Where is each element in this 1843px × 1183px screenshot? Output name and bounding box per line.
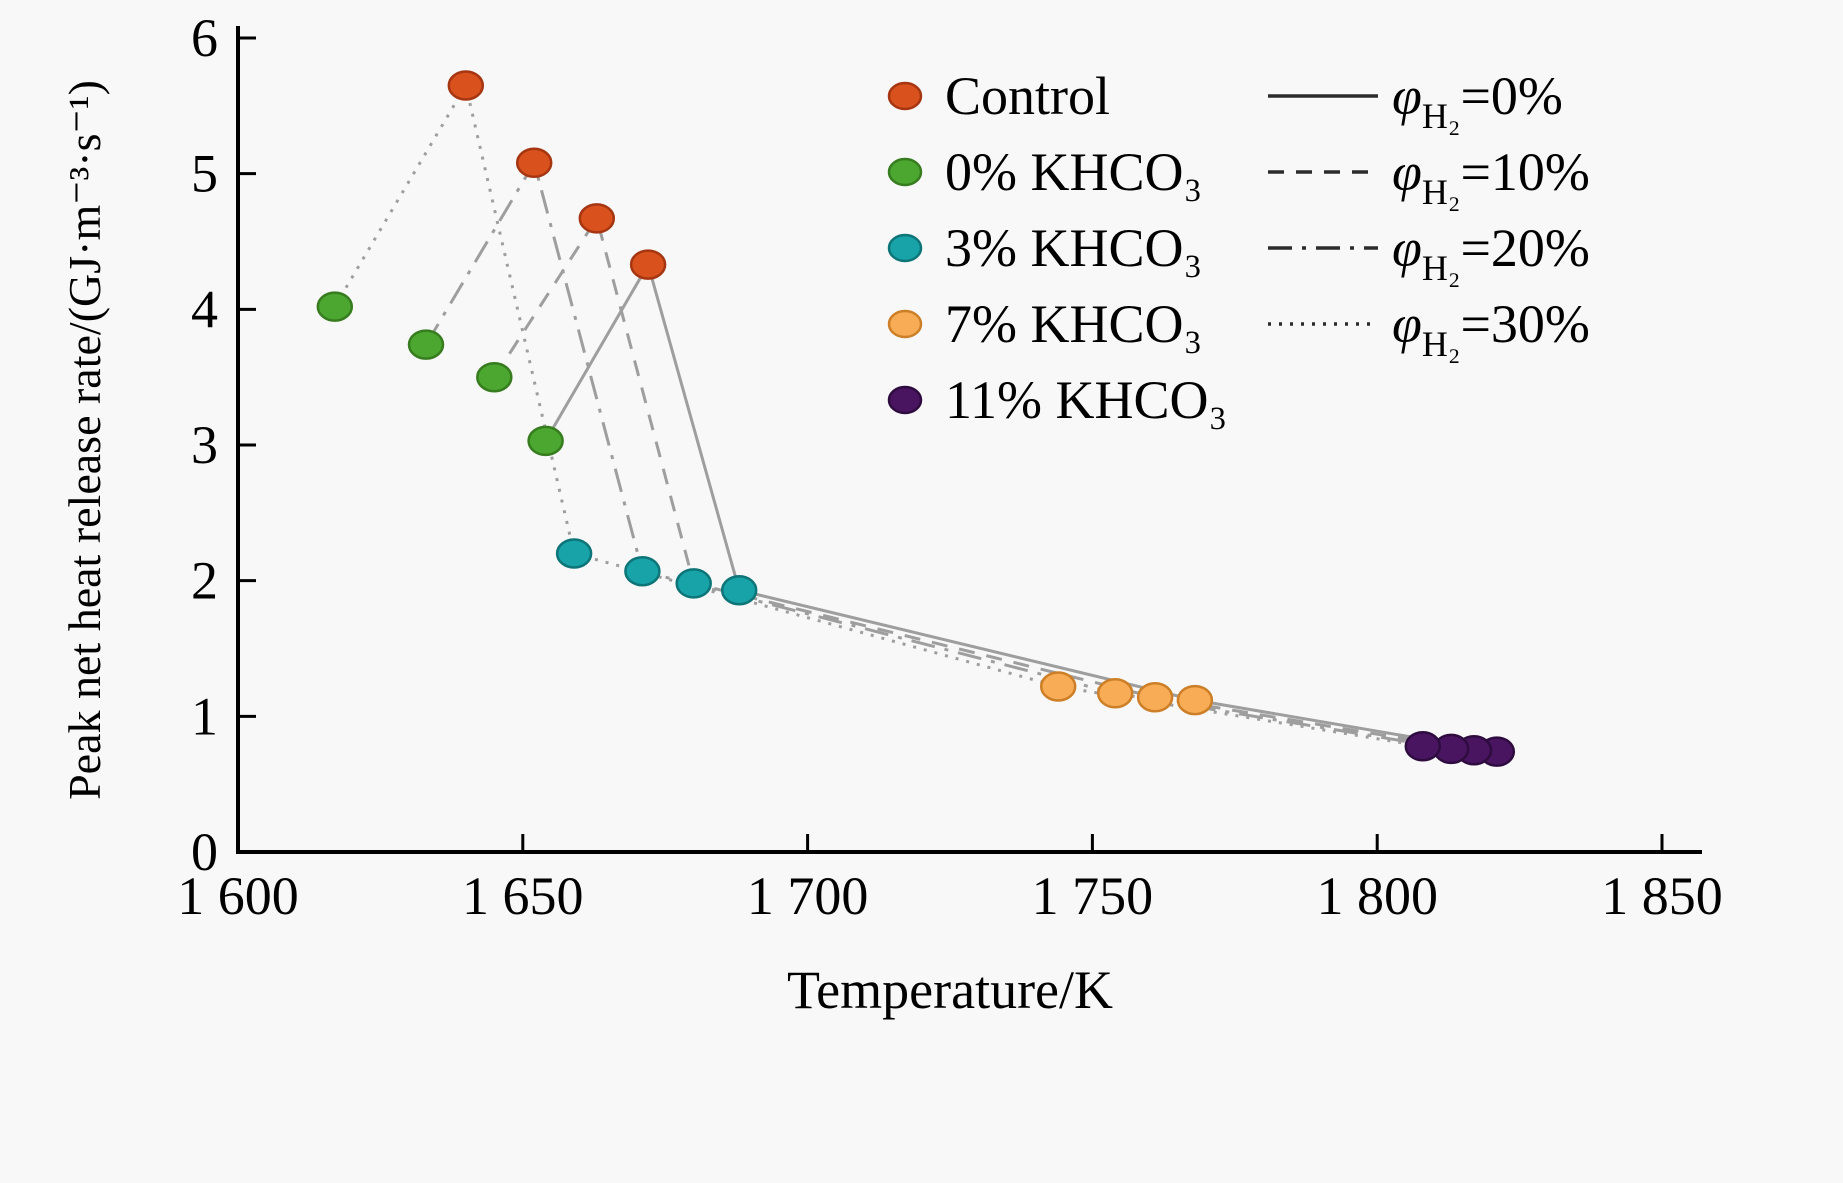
legend-line-label-h2-30: φH₂=30% [1392, 294, 1590, 364]
data-point-khco3-3-h2-10 [675, 568, 712, 599]
data-point-khco3-7-h2-20 [1096, 678, 1134, 709]
axes: 1 600 1 650 1 700 1 750 1 800 1 850 0 1 2 3 4 5 6 [177, 8, 1723, 926]
data-point-khco3-0-h2-30 [316, 291, 354, 322]
x-tick-label-1700: 1 700 [747, 866, 869, 926]
x-tick-label-1750: 1 750 [1032, 866, 1154, 926]
legend-label-khco3-11: 11% KHCO₃ [945, 370, 1227, 430]
y-tick-label-5: 5 [191, 144, 218, 204]
data-point-control-h2-30 [447, 70, 485, 101]
chart-legend: Control 0% KHCO₃ 3% KHCO₃ 7% KHCO₃ 11% KHCO₃… [887, 66, 1590, 430]
data-point-control-h2-20 [515, 147, 553, 179]
plot-area [316, 70, 1516, 767]
legend-line-label-h2-10: φH₂=10% [1392, 142, 1590, 212]
legend-line-label-h2-20: φH₂=20% [1392, 218, 1590, 288]
x-axis-title: Temperature/K [787, 960, 1113, 1020]
legend-line-label-h2-0: φH₂=0% [1392, 66, 1563, 136]
data-point-khco3-11-h2-30 [1404, 730, 1442, 762]
data-point-khco3-3-h2-20 [624, 555, 661, 587]
data-point-khco3-3-h2-0 [720, 574, 758, 606]
data-point-khco3-0-h2-0 [527, 425, 564, 457]
x-tick-label-1800: 1 800 [1316, 866, 1438, 926]
legend-label-khco3-0: 0% KHCO₃ [945, 142, 1202, 202]
legend-marker-khco3-11 [887, 385, 923, 415]
series-line-h2-20 [424, 158, 1452, 751]
x-tick-label-1600: 1 600 [177, 866, 299, 926]
series-line-h2-30 [333, 81, 1424, 748]
data-point-khco3-0-h2-20 [407, 329, 445, 360]
data-point-control-h2-0 [629, 249, 667, 280]
x-tick-label-1850: 1 850 [1601, 866, 1723, 926]
legend-label-khco3-3: 3% KHCO₃ [945, 218, 1202, 278]
data-point-control-h2-10 [578, 203, 616, 234]
y-axis-title: Peak net heat release rate/(GJ·m⁻³·s⁻¹) [59, 80, 110, 800]
data-point-khco3-0-h2-10 [476, 361, 513, 393]
legend-marker-control [887, 81, 923, 111]
x-tick-label-1650: 1 650 [462, 866, 584, 926]
y-tick-label-1: 1 [191, 686, 218, 746]
data-point-khco3-7-h2-0 [1176, 684, 1214, 716]
y-tick-label-4: 4 [191, 279, 218, 339]
data-point-khco3-7-h2-10 [1136, 682, 1174, 713]
y-tick-label-0: 0 [191, 822, 218, 882]
data-point-khco3-3-h2-30 [555, 538, 593, 569]
legend-marker-khco3-7 [887, 309, 923, 339]
y-tick-label-2: 2 [191, 551, 218, 611]
y-tick-label-3: 3 [191, 415, 218, 475]
y-tick-label-6: 6 [191, 8, 218, 68]
legend-marker-khco3-3 [887, 233, 923, 263]
legend-label-khco3-7: 7% KHCO₃ [945, 294, 1202, 354]
legend-marker-khco3-0 [887, 157, 923, 187]
legend-label-control: Control [945, 66, 1110, 126]
data-point-khco3-7-h2-30 [1039, 671, 1077, 702]
